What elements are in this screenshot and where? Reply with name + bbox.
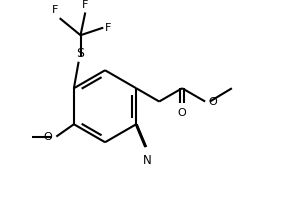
Text: O: O [178,107,187,118]
Text: O: O [208,97,217,107]
Text: F: F [51,5,58,15]
Text: O: O [44,131,53,141]
Text: F: F [82,0,88,10]
Text: N: N [143,154,152,167]
Text: F: F [105,23,112,33]
Text: S: S [76,47,85,60]
